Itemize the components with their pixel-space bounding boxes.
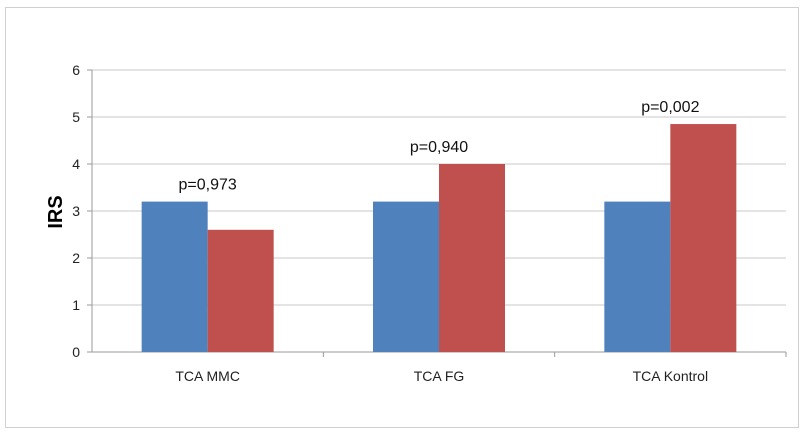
p-value-label: p=0,002 — [641, 99, 699, 116]
y-tick-label: 1 — [72, 297, 80, 313]
x-tick-label: TCA FG — [414, 368, 465, 384]
y-tick-label: 3 — [72, 203, 80, 219]
y-tick-label: 5 — [72, 109, 80, 125]
bars — [141, 124, 737, 352]
x-tick-label: TCA MMC — [175, 368, 240, 384]
x-tick-label: TCA Kontrol — [633, 368, 708, 384]
bar-tca-mmc-series-1 — [141, 201, 208, 352]
y-tick-labels: 0 1 2 3 4 5 6 — [72, 62, 80, 360]
bar-tca-mmc-series-2 — [207, 229, 274, 352]
y-axis-label: IRS — [45, 195, 67, 228]
x-tick-labels: TCA MMC TCA FG TCA Kontrol — [175, 368, 708, 384]
y-tick-label: 0 — [72, 344, 80, 360]
p-value-annotations: p=0,973 p=0,940 p=0,002 — [179, 99, 700, 194]
y-tick-label: 2 — [72, 250, 80, 266]
bar-tca-fg-series-2 — [439, 164, 505, 352]
p-value-label: p=0,940 — [410, 139, 468, 156]
bar-tca-kontrol-series-1 — [604, 201, 671, 352]
y-tick-label: 6 — [72, 62, 80, 78]
y-tick-label: 4 — [72, 156, 80, 172]
p-value-label: p=0,973 — [179, 177, 237, 194]
bar-tca-fg-series-1 — [373, 201, 439, 352]
bar-tca-kontrol-series-2 — [670, 124, 737, 352]
